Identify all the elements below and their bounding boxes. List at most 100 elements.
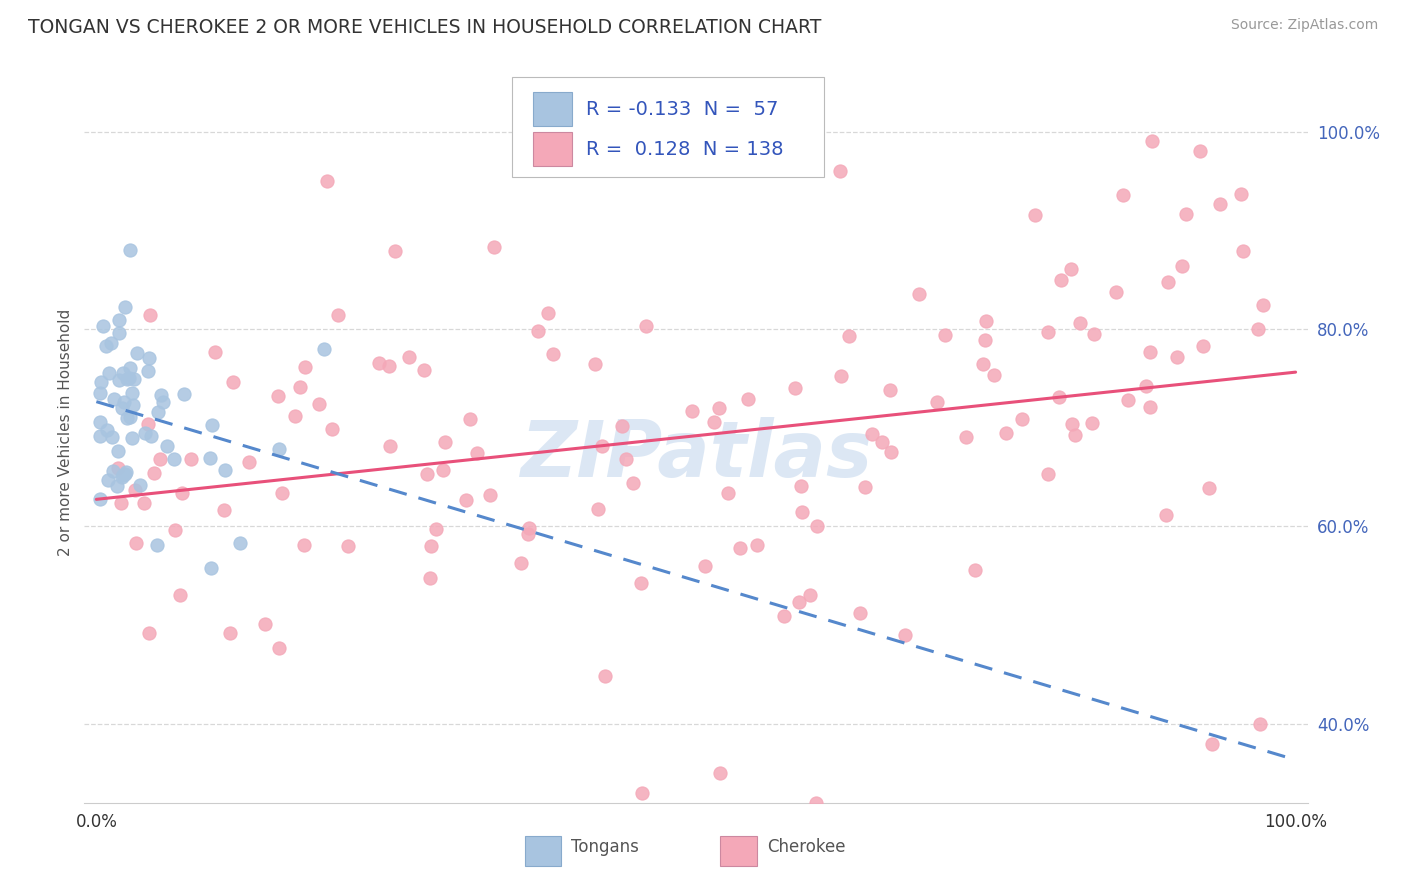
Point (543, 347, 565, 361)
Point (588, 501, 610, 516)
Point (527, 324, 550, 338)
Point (1063, 428, 1085, 442)
Point (1135, 379, 1157, 393)
Point (799, 587, 821, 601)
Point (974, 314, 997, 328)
Point (114, 301, 136, 315)
Point (112, 395, 135, 409)
Point (101, 464, 124, 478)
Point (934, 328, 956, 343)
Point (269, 442, 291, 457)
Point (955, 430, 977, 444)
Point (804, 796, 827, 810)
Point (610, 419, 633, 434)
Point (107, 373, 129, 387)
Point (118, 361, 141, 376)
Point (879, 383, 901, 397)
Point (1036, 467, 1059, 481)
Point (214, 463, 236, 477)
Point (482, 240, 505, 254)
Point (1139, 400, 1161, 414)
Point (212, 502, 235, 516)
Point (124, 371, 146, 385)
Point (124, 483, 146, 497)
Point (1139, 345, 1161, 359)
Point (314, 342, 336, 356)
Point (136, 417, 159, 431)
Point (994, 426, 1017, 441)
Point (509, 556, 531, 570)
Point (1249, 716, 1271, 731)
Point (326, 309, 349, 323)
Point (458, 412, 481, 426)
Point (118, 410, 141, 425)
Point (89, 415, 111, 429)
FancyBboxPatch shape (720, 836, 758, 866)
Point (267, 388, 290, 402)
Point (89, 491, 111, 506)
Point (111, 470, 134, 484)
Point (89, 429, 111, 443)
Point (292, 538, 315, 552)
Point (219, 626, 242, 640)
Point (200, 561, 222, 575)
Point (155, 439, 177, 453)
Point (149, 452, 172, 467)
Point (1024, 209, 1046, 223)
FancyBboxPatch shape (513, 78, 824, 178)
Point (221, 375, 243, 389)
Point (129, 478, 152, 492)
Point (138, 308, 160, 322)
Point (583, 357, 606, 371)
FancyBboxPatch shape (533, 93, 572, 126)
Point (125, 535, 148, 549)
Point (111, 468, 134, 483)
Text: R =  0.128  N = 138: R = 0.128 N = 138 (586, 139, 783, 159)
Point (783, 381, 806, 395)
Point (288, 380, 311, 394)
Point (121, 386, 143, 401)
Point (860, 427, 883, 442)
Text: ZIPatlas: ZIPatlas (520, 417, 872, 493)
Point (204, 344, 226, 359)
Point (378, 439, 401, 453)
Point (143, 466, 166, 480)
Point (419, 539, 441, 553)
Point (1175, 206, 1198, 220)
Point (91, 318, 114, 333)
Point (238, 455, 260, 469)
Point (96, 423, 118, 437)
Point (146, 405, 169, 419)
Point (308, 397, 330, 411)
Text: Tongans: Tongans (571, 838, 640, 856)
Text: Cherokee: Cherokee (766, 838, 845, 856)
Point (703, 415, 725, 429)
Point (830, 369, 852, 384)
Point (432, 463, 454, 477)
Point (790, 479, 813, 493)
Point (294, 359, 316, 374)
Point (907, 287, 929, 301)
Point (114, 465, 136, 479)
Point (1229, 186, 1251, 201)
Text: TONGAN VS CHEROKEE 2 OR MORE VEHICLES IN HOUSEHOLD CORRELATION CHART: TONGAN VS CHEROKEE 2 OR MORE VEHICLES IN… (28, 18, 821, 37)
Point (517, 521, 540, 535)
Point (838, 329, 860, 343)
Point (517, 526, 540, 541)
Point (1201, 737, 1223, 751)
FancyBboxPatch shape (533, 132, 572, 166)
Point (630, 786, 652, 800)
Point (1157, 275, 1180, 289)
Point (717, 486, 740, 500)
Point (1011, 412, 1033, 426)
Point (983, 368, 1005, 383)
Point (465, 446, 488, 460)
Point (105, 479, 128, 493)
Point (828, 163, 851, 178)
Point (433, 434, 456, 449)
Point (316, 174, 339, 188)
Point (709, 766, 731, 780)
Point (1154, 508, 1177, 523)
Point (1080, 417, 1102, 431)
Point (1112, 187, 1135, 202)
